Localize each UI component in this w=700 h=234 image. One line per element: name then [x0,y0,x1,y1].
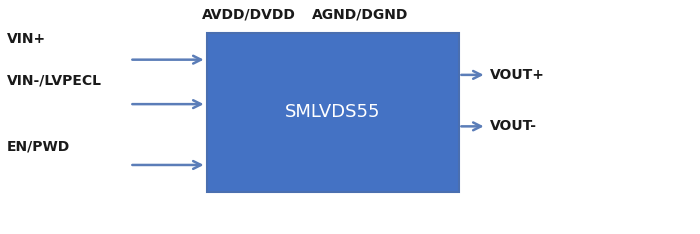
FancyBboxPatch shape [206,33,458,192]
Text: AVDD/DVDD: AVDD/DVDD [202,7,295,21]
Text: VIN+: VIN+ [7,32,46,46]
Text: VOUT+: VOUT+ [490,68,545,82]
Text: SMLVDS55: SMLVDS55 [285,103,380,121]
Text: EN/PWD: EN/PWD [7,139,70,153]
Text: AGND/DGND: AGND/DGND [312,7,409,21]
Text: VOUT-: VOUT- [490,119,537,133]
Text: VIN-/LVPECL: VIN-/LVPECL [7,74,102,88]
